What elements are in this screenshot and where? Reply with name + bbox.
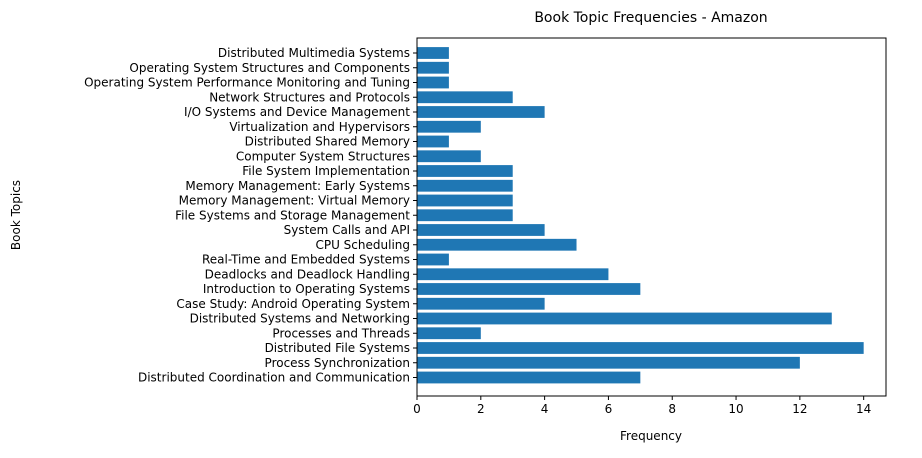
bars-group [417,47,864,384]
bar [417,268,609,281]
plot-border [416,37,887,397]
bar [417,150,481,163]
y-tick-label: Case Study: Android Operating System [176,297,410,311]
y-tick-label: File System Implementation [242,164,410,178]
chart-title: Book Topic Frequencies - Amazon [534,10,767,26]
bar [417,91,513,104]
y-tick-label: File Systems and Storage Management [175,208,410,222]
y-tick-label: Network Structures and Protocols [209,90,410,104]
x-tick-label: 4 [541,402,549,416]
x-tick-label: 2 [477,402,485,416]
x-tick-label: 6 [605,402,613,416]
axes-frame [416,37,887,397]
y-tick-label: Memory Management: Early Systems [185,179,410,193]
y-tick-label: I/O Systems and Device Management [184,105,410,119]
y-tick-label: Processes and Threads [272,326,410,340]
y-tick-label: Introduction to Operating Systems [203,282,410,296]
x-axis-ticks: 0 2 4 6 8 10 12 14 [413,396,871,416]
bar [417,165,513,177]
x-tick-label: 0 [413,402,421,416]
x-tick-label: 8 [668,402,676,416]
bar [417,312,832,325]
bar [417,135,449,148]
x-tick-label: 12 [792,402,807,416]
y-axis-label: Book Topics [9,180,23,250]
bar [417,61,449,74]
bar [417,371,641,384]
y-tick-label: System Calls and API [284,223,410,237]
bar [417,47,449,59]
bar [417,179,513,192]
bar [417,283,641,295]
bar [417,238,577,251]
bar [417,297,545,310]
y-tick-label: Virtualization and Hypervisors [229,120,410,134]
bar [417,120,481,133]
bar [417,194,513,207]
bar [417,327,481,340]
y-tick-label: Process Synchronization [265,356,410,370]
y-tick-label: Computer System Structures [236,149,410,163]
y-tick-label: Distributed File Systems [265,341,410,355]
y-tick-label: Deadlocks and Deadlock Handling [205,267,410,281]
y-tick-label: Operating System Structures and Componen… [129,61,410,75]
bar [417,253,449,266]
x-tick-label: 14 [856,402,871,416]
x-tick-label: 10 [728,402,743,416]
bar [417,342,864,354]
y-tick-label: Distributed Systems and Networking [190,312,410,326]
y-tick-label: Operating System Performance Monitoring … [84,76,410,90]
y-axis-ticks: Distributed Coordination and Communicati… [84,46,417,385]
bar [417,209,513,222]
bar [417,76,449,89]
y-tick-label: Memory Management: Virtual Memory [179,194,410,208]
y-tick-label: Distributed Coordination and Communicati… [138,371,410,385]
y-tick-label: Distributed Shared Memory [245,135,410,149]
y-tick-label: CPU Scheduling [315,238,410,252]
x-axis-label: Frequency [620,429,682,443]
bar [417,224,545,236]
y-tick-label: Real-Time and Embedded Systems [202,253,410,267]
y-tick-label: Distributed Multimedia Systems [218,46,410,60]
bar [417,106,545,118]
bar [417,356,800,369]
